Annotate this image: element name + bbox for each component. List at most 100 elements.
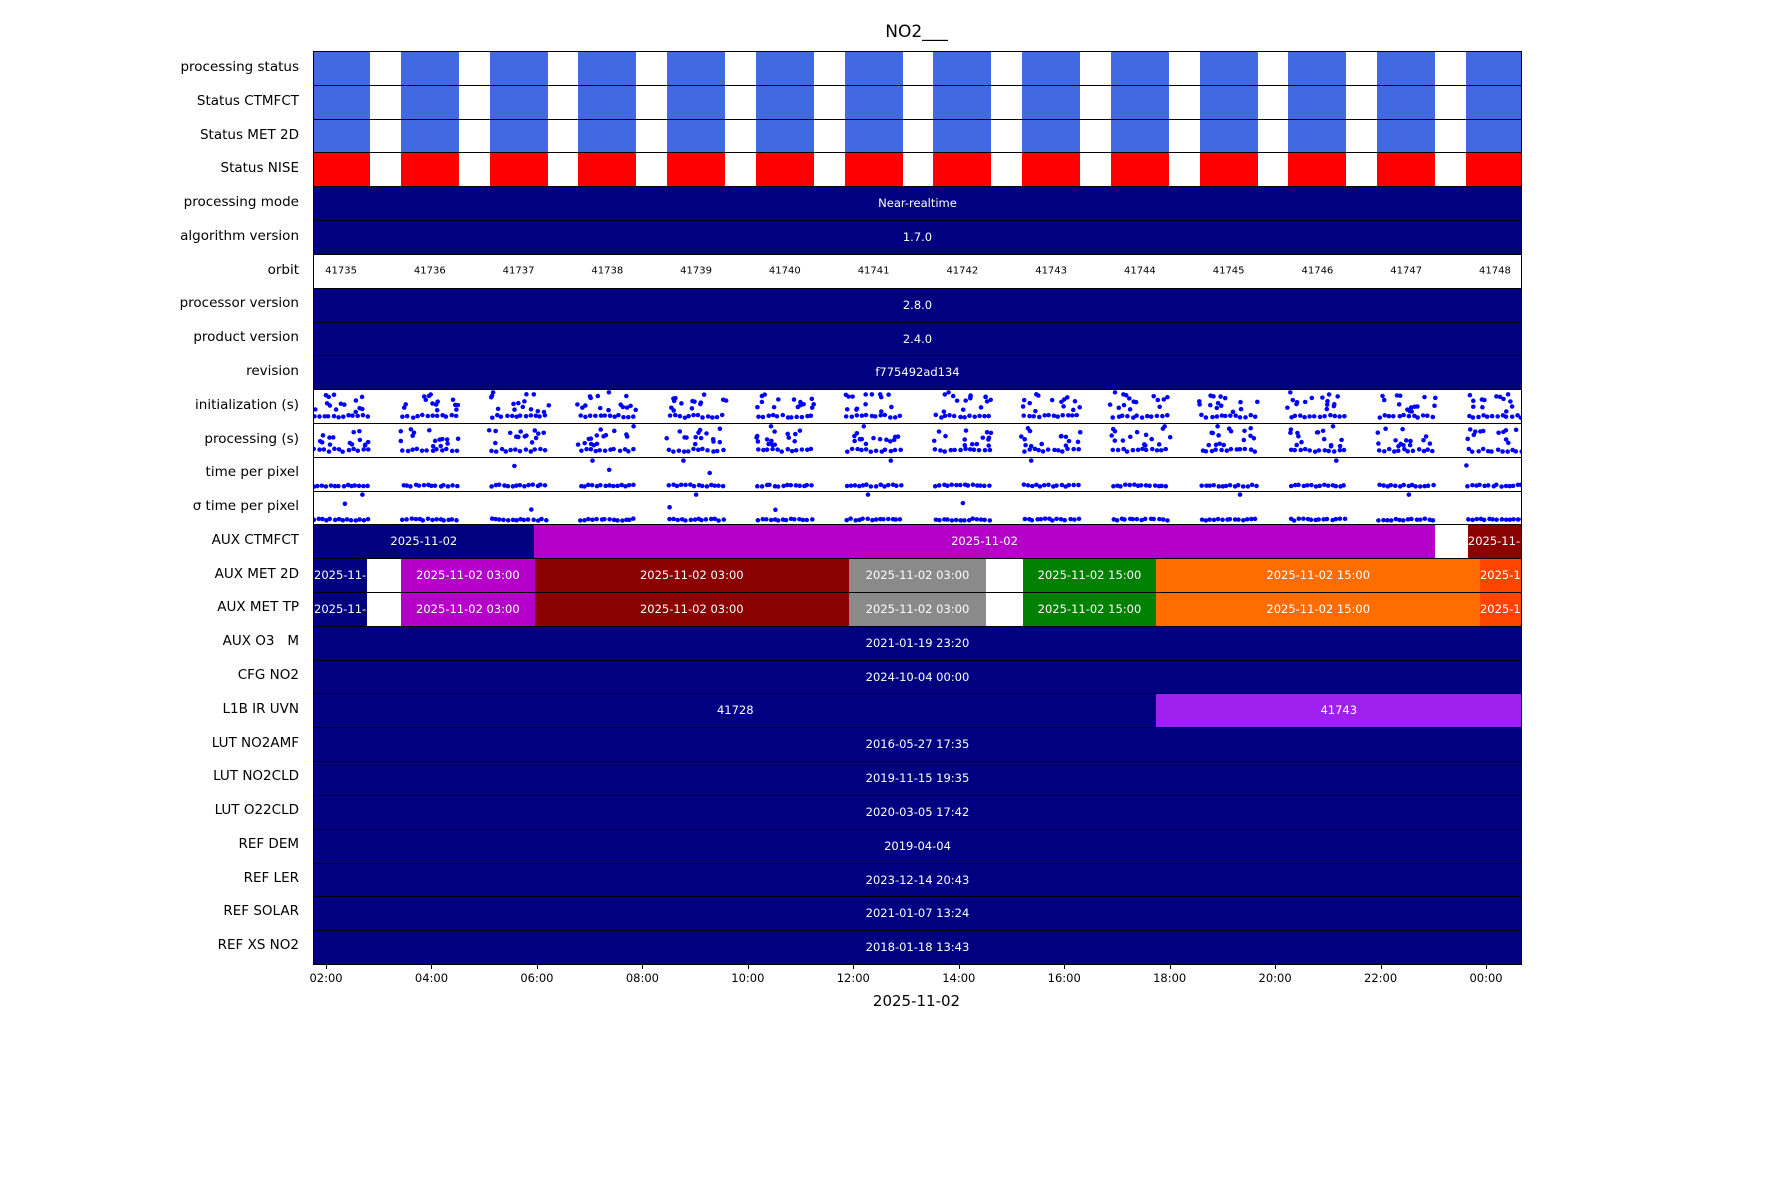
- status-block: [933, 52, 992, 85]
- row-label-20: LUT NO2AMF: [211, 734, 299, 751]
- row-bar-4: Near-realtime: [314, 187, 1521, 222]
- bar-segment: 2.8.0: [314, 288, 1521, 322]
- orbit-number: 41741: [857, 265, 890, 277]
- status-block: [755, 52, 814, 85]
- row-bar-26: 2018-01-18 13:43: [314, 931, 1521, 964]
- bar-segment: 2025-11-02 15:00: [1156, 593, 1480, 626]
- status-block: [1377, 85, 1436, 119]
- status-block: [667, 119, 726, 153]
- status-block: [755, 119, 814, 153]
- status-block: [1199, 52, 1258, 85]
- bar-segment: 2025-11-02 03:00: [400, 593, 535, 626]
- row-bar-8: 2.4.0: [314, 322, 1521, 357]
- row-label-11: processing (s): [204, 430, 299, 447]
- orbit-number: 41744: [1123, 265, 1156, 277]
- tick-label: 00:00: [1469, 971, 1503, 985]
- row-label-15: AUX MET 2D: [214, 565, 299, 582]
- scatter-plot: [314, 390, 1521, 421]
- status-block: [489, 52, 548, 85]
- tick-label: 12:00: [836, 971, 870, 985]
- row-blocks-1: [314, 85, 1521, 120]
- row-bar-9: f775492ad134: [314, 356, 1521, 391]
- bar-segment: 2023-12-14 20:43: [314, 863, 1521, 897]
- bar-segment: 2021-01-19 23:20: [314, 626, 1521, 660]
- status-block: [1022, 119, 1081, 153]
- tick-label: 10:00: [731, 971, 765, 985]
- row-label-21: LUT NO2CLD: [213, 768, 299, 785]
- row-label-12: time per pixel: [205, 464, 299, 481]
- row-label-19: L1B IR UVN: [222, 700, 299, 717]
- bar-segment: 2018-01-18 13:43: [314, 931, 1521, 964]
- row-label-26: REF XS NO2: [217, 937, 299, 954]
- status-block: [667, 85, 726, 119]
- status-block: [489, 119, 548, 153]
- bar-segment: 2025-11-02 03:00: [534, 559, 849, 592]
- row-label-4: processing mode: [183, 194, 299, 211]
- status-block: [314, 153, 370, 187]
- status-block: [667, 153, 726, 187]
- status-block: [489, 153, 548, 187]
- row-label-6: orbit: [267, 261, 299, 278]
- scatter-plot: [314, 458, 1521, 489]
- status-block: [933, 85, 992, 119]
- chart-title: NO2___: [885, 22, 948, 42]
- bar-segment: [986, 559, 1023, 592]
- row-bar-17: 2021-01-19 23:20: [314, 626, 1521, 661]
- row-label-14: AUX CTMFCT: [211, 531, 299, 548]
- tick-label: 22:00: [1364, 971, 1398, 985]
- status-block: [400, 153, 459, 187]
- status-block: [1199, 153, 1258, 187]
- scatter-plot: [314, 491, 1521, 523]
- bar-segment: [1435, 525, 1468, 559]
- row-label-8: product version: [193, 329, 299, 346]
- orbit-number: 41743: [1035, 265, 1068, 277]
- bar-segment: [367, 593, 401, 626]
- row-label-7: processor version: [179, 295, 299, 312]
- status-block: [1465, 119, 1521, 153]
- status-block: [933, 153, 992, 187]
- bar-segment: 1.7.0: [314, 221, 1521, 254]
- row-label-9: revision: [246, 363, 299, 379]
- tick-label: 02:00: [309, 971, 343, 985]
- bar-segment: 2025-11-02 15:00: [1022, 559, 1157, 592]
- status-block: [1110, 52, 1169, 85]
- row-label-18: CFG NO2: [237, 667, 299, 683]
- row-label-0: processing status: [180, 59, 299, 75]
- bar-segment: 2025-11-02 03:00: [848, 559, 987, 592]
- row-label-10: initialization (s): [195, 396, 299, 413]
- row-bar-19: 41728 41743: [314, 694, 1521, 729]
- tick-label: 18:00: [1153, 971, 1187, 985]
- status-block: [1022, 52, 1081, 85]
- bar-segment: 2025-11-02 03:00: [534, 593, 849, 626]
- status-block: [755, 85, 814, 119]
- status-block: [1110, 153, 1169, 187]
- orbit-number: 41748: [1479, 265, 1511, 277]
- row-label-24: REF LER: [243, 869, 299, 886]
- orbit-number: 41739: [680, 265, 712, 277]
- orbit-number: 41746: [1301, 265, 1334, 277]
- row-bar-23: 2019-04-04: [314, 829, 1521, 864]
- row-label-1: Status CTMFCT: [196, 92, 299, 109]
- row-label-22: LUT O22CLD: [214, 802, 299, 819]
- bar-segment: 2024-10-04 00:00: [314, 660, 1521, 694]
- row-bar-22: 2020-03-05 17:42: [314, 795, 1521, 830]
- row-label-16: AUX MET TP: [217, 599, 299, 616]
- status-block: [1465, 153, 1521, 187]
- status-block: [1377, 119, 1436, 153]
- bar-segment: 2025-11-02: [533, 525, 1436, 559]
- orbit-number: 41735: [325, 265, 357, 277]
- bar-segment: 2025-11-02 15:00: [1156, 559, 1480, 592]
- row-scatter-10: [314, 390, 1521, 424]
- status-block: [1288, 85, 1347, 119]
- status-block: [578, 52, 637, 85]
- bar-segment: 2019-04-04: [314, 829, 1521, 863]
- tick-label: 14:00: [942, 971, 976, 985]
- row-blocks-0: [314, 52, 1521, 86]
- status-block: [314, 85, 370, 119]
- row-label-17: AUX O3 M: [222, 633, 299, 650]
- status-block: [1022, 85, 1081, 119]
